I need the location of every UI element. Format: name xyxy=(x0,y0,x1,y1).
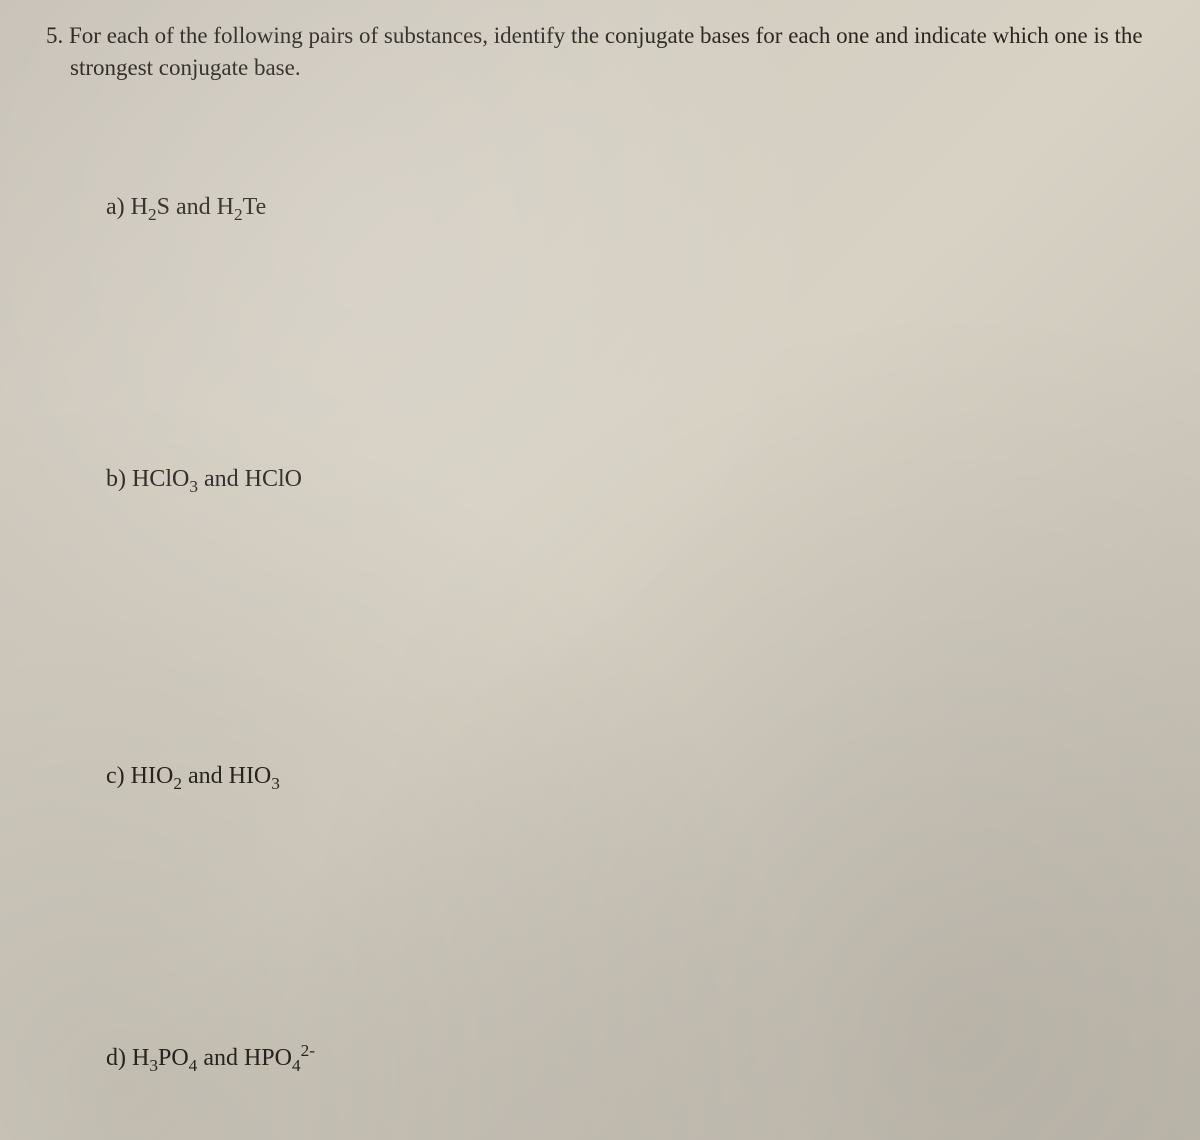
item-b: b) HClO3 and HClO xyxy=(106,466,1148,493)
item-c-connector: and xyxy=(188,763,223,789)
item-d-formula1: H3PO4 xyxy=(132,1045,197,1071)
question-intro: 5. For each of the following pairs of su… xyxy=(60,20,1148,84)
item-a: a) H2S and H2Te xyxy=(106,194,1148,221)
item-b-formula1: HClO3 xyxy=(132,466,198,492)
item-a-formula2: H2Te xyxy=(217,194,267,220)
page-content: 5. For each of the following pairs of su… xyxy=(0,0,1200,1072)
item-c-label: c) xyxy=(106,763,125,789)
question-number: 5. xyxy=(46,23,63,48)
item-b-label: b) xyxy=(106,466,126,492)
item-d-formula2: HPO42- xyxy=(244,1045,315,1071)
item-d: d) H3PO4 and HPO42- xyxy=(106,1045,1148,1072)
item-a-formula1: H2S xyxy=(131,194,170,220)
item-b-formula2: HClO xyxy=(245,466,302,492)
item-c: c) HIO2 and HIO3 xyxy=(106,763,1148,790)
item-a-label: a) xyxy=(106,194,125,220)
question-text: For each of the following pairs of subst… xyxy=(69,23,1143,80)
item-b-connector: and xyxy=(204,466,239,492)
item-d-connector: and xyxy=(203,1045,238,1071)
item-a-connector: and xyxy=(176,194,211,220)
item-c-formula2: HIO3 xyxy=(229,763,280,789)
item-d-label: d) xyxy=(106,1045,126,1071)
item-c-formula1: HIO2 xyxy=(131,763,182,789)
